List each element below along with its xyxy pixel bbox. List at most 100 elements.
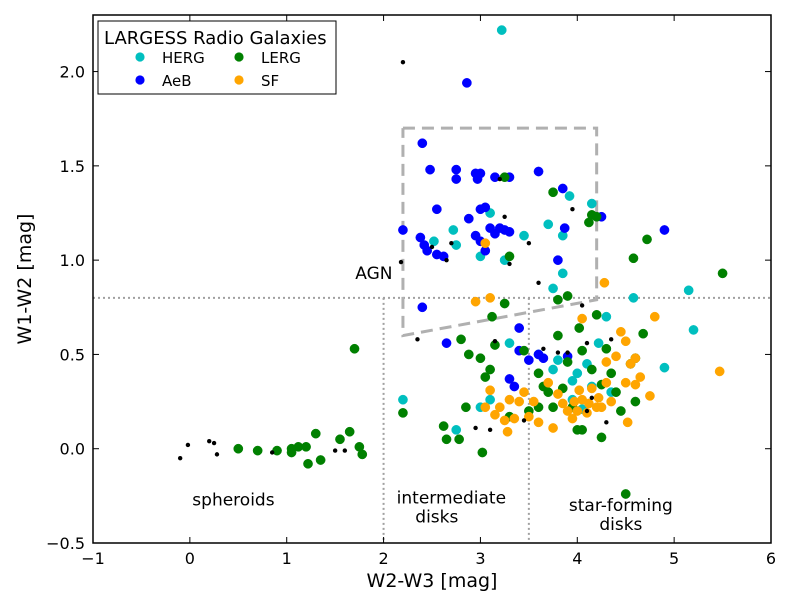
point-lerg xyxy=(548,187,558,198)
point-unlabeled xyxy=(497,176,502,182)
point-unlabeled xyxy=(429,244,435,250)
point-aeb xyxy=(475,168,486,179)
y-tick-label: 0.0 xyxy=(60,440,85,459)
axis-ticks: −1 0 1 2 3 4 5 6 −0.5 0.0 0.5 1.0 1.5 2.0 xyxy=(46,15,776,568)
point-sf xyxy=(599,277,610,288)
point-sf xyxy=(635,372,646,382)
point-sf xyxy=(630,353,641,364)
y-axis-title: W1-W2 [mag] xyxy=(14,214,36,345)
point-sf xyxy=(601,357,612,367)
point-lerg xyxy=(717,268,728,279)
point-lerg xyxy=(548,402,558,413)
legend-label-herg: HERG xyxy=(162,49,205,67)
point-lerg xyxy=(630,396,641,407)
point-herg xyxy=(567,375,578,386)
point-aeb xyxy=(524,355,534,365)
point-lerg xyxy=(344,426,355,437)
point-sf xyxy=(553,389,563,399)
legend-label-sf: SF xyxy=(261,72,279,90)
point-sf xyxy=(562,406,573,416)
point-herg xyxy=(451,425,462,435)
legend-title: LARGESS Radio Galaxies xyxy=(104,28,327,49)
point-lerg xyxy=(586,364,597,375)
point-unlabeled xyxy=(565,350,570,355)
point-lerg xyxy=(398,408,408,418)
point-sf xyxy=(509,413,520,424)
agn-wedge-outline xyxy=(401,126,599,338)
point-aeb xyxy=(533,349,544,360)
x-tick-label: 4 xyxy=(572,549,582,568)
point-unlabeled xyxy=(342,448,348,453)
point-lerg xyxy=(577,425,587,435)
point-lerg xyxy=(642,234,652,245)
point-unlabeled xyxy=(177,455,183,461)
point-unlabeled xyxy=(449,240,454,246)
legend-label-lerg: LERG xyxy=(261,49,301,67)
point-lerg xyxy=(533,368,544,379)
point-unlabeled xyxy=(608,337,614,342)
point-unlabeled xyxy=(584,408,590,414)
point-lerg xyxy=(499,298,510,309)
point-aeb xyxy=(509,381,520,392)
point-sf xyxy=(528,396,539,407)
point-unlabeled xyxy=(604,420,609,425)
point-lerg xyxy=(638,328,648,339)
point-unlabeled xyxy=(536,280,541,285)
x-tick-label: 2 xyxy=(378,549,388,568)
point-aeb xyxy=(462,78,472,88)
point-sf xyxy=(601,377,612,388)
point-unlabeled xyxy=(444,257,449,263)
point-sf xyxy=(485,385,495,396)
y-tick-label: 1.0 xyxy=(60,251,85,270)
point-sf xyxy=(620,336,631,347)
point-lerg xyxy=(357,449,368,460)
point-aeb xyxy=(659,225,670,235)
point-unlabeled xyxy=(584,340,590,346)
legend-marker-herg xyxy=(135,52,145,62)
point-sf xyxy=(574,385,585,396)
point-aeb xyxy=(417,302,428,313)
point-lerg xyxy=(310,428,321,439)
point-herg xyxy=(628,293,639,303)
point-lerg xyxy=(574,323,585,333)
plot-frame xyxy=(92,14,772,544)
point-herg xyxy=(683,285,694,296)
point-aeb xyxy=(557,183,568,194)
point-unlabeled xyxy=(214,452,220,457)
point-sf xyxy=(606,396,617,407)
point-lerg xyxy=(463,349,474,360)
point-herg xyxy=(564,191,575,201)
point-sf xyxy=(577,313,587,324)
legend-marker-sf xyxy=(234,75,244,85)
point-unlabeled xyxy=(492,339,498,344)
point-unlabeled xyxy=(555,350,561,355)
point-aeb xyxy=(533,166,544,177)
point-lerg xyxy=(456,334,466,345)
x-tick-label: 0 xyxy=(185,549,195,568)
point-aeb xyxy=(480,202,491,213)
x-tick-label: 3 xyxy=(475,549,485,568)
point-sf xyxy=(584,398,594,409)
point-sf xyxy=(714,366,725,377)
point-unlabeled xyxy=(526,240,532,246)
point-lerg xyxy=(577,345,587,356)
annotation-label: disks xyxy=(599,515,642,535)
point-sf xyxy=(611,351,621,362)
point-sf xyxy=(616,326,626,337)
point-sf xyxy=(533,417,544,428)
point-lerg xyxy=(441,434,452,445)
point-aeb xyxy=(504,374,515,384)
y-tick-label: 2.0 xyxy=(60,63,85,82)
point-aeb xyxy=(415,232,426,243)
point-sf xyxy=(504,394,515,405)
legend: LARGESS Radio Galaxies HERG AeB LERG SF xyxy=(97,20,337,95)
point-lerg xyxy=(611,387,621,397)
point-unlabeled xyxy=(589,395,595,400)
point-unlabeled xyxy=(415,337,420,342)
point-sf xyxy=(649,311,660,322)
point-lerg xyxy=(454,434,464,445)
point-sf xyxy=(514,396,525,407)
point-lerg xyxy=(487,311,497,322)
